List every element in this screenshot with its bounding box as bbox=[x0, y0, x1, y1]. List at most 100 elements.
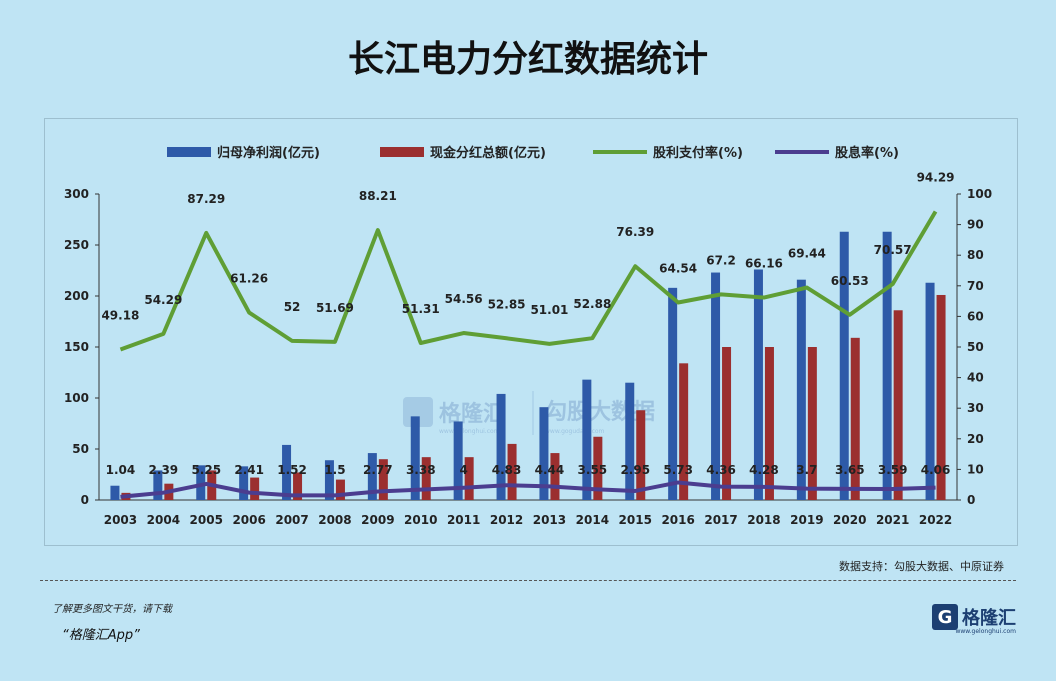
bar-dividend bbox=[421, 457, 431, 500]
bar-dividend bbox=[722, 347, 732, 500]
payout-data-label: 88.21 bbox=[359, 189, 397, 203]
x-tick-label: 2017 bbox=[704, 513, 737, 527]
bar-net-profit bbox=[453, 421, 463, 500]
bar-dividend bbox=[378, 459, 388, 500]
bar-net-profit bbox=[668, 287, 678, 500]
yield-data-label: 1.52 bbox=[277, 463, 307, 477]
bar-dividend bbox=[893, 310, 903, 500]
yield-data-label: 1.5 bbox=[324, 463, 345, 477]
legend-swatch bbox=[380, 147, 424, 157]
payout-data-label: 52 bbox=[284, 300, 301, 314]
x-tick-label: 2014 bbox=[576, 513, 609, 527]
bar-net-profit bbox=[367, 453, 377, 500]
left-tick-label: 0 bbox=[81, 493, 89, 507]
yield-data-label: 2.41 bbox=[234, 463, 264, 477]
yield-data-label: 4.83 bbox=[492, 463, 522, 477]
bar-net-profit bbox=[196, 465, 206, 500]
right-tick-label: 50 bbox=[967, 340, 984, 354]
yield-data-label: 4.06 bbox=[921, 463, 951, 477]
bar-dividend bbox=[807, 347, 817, 500]
right-tick-label: 90 bbox=[967, 218, 984, 232]
yield-data-label: 5.25 bbox=[191, 463, 221, 477]
x-tick-label: 2020 bbox=[833, 513, 866, 527]
chart-canvas: 格隆汇www.gelonghui.com勾股大数据www.gogudata.co… bbox=[64, 145, 992, 527]
watermark-left-url: www.gelonghui.com bbox=[439, 428, 500, 435]
bar-dividend bbox=[636, 410, 646, 500]
legend-label: 股利支付率(%) bbox=[653, 145, 743, 161]
bar-net-profit bbox=[282, 444, 292, 500]
chart-title: 长江电力分红数据统计 bbox=[347, 39, 708, 80]
bar-dividend bbox=[764, 347, 774, 500]
bar-net-profit bbox=[153, 470, 163, 500]
x-tick-label: 2005 bbox=[190, 513, 223, 527]
x-tick-label: 2022 bbox=[919, 513, 952, 527]
payout-data-label: 54.56 bbox=[445, 292, 483, 306]
right-tick-label: 20 bbox=[967, 432, 984, 446]
right-tick-label: 80 bbox=[967, 248, 984, 262]
legend-label: 现金分红总额(亿元) bbox=[430, 145, 546, 161]
payout-data-label: 54.29 bbox=[144, 293, 182, 307]
brand-url: www.gelonghui.com bbox=[955, 628, 1016, 635]
x-tick-label: 2008 bbox=[318, 513, 351, 527]
payout-data-label: 76.39 bbox=[616, 225, 654, 239]
left-tick-label: 200 bbox=[64, 289, 89, 303]
brand-name: 格隆汇 bbox=[962, 608, 1016, 629]
bar-net-profit bbox=[582, 379, 592, 500]
yield-data-label: 2.77 bbox=[363, 463, 393, 477]
data-source: 数据支持：勾股大数据、中原证券 bbox=[839, 560, 1004, 573]
watermark-logo-icon bbox=[403, 397, 433, 427]
bar-net-profit bbox=[539, 407, 549, 500]
x-tick-label: 2021 bbox=[876, 513, 909, 527]
payout-data-label: 49.18 bbox=[101, 309, 139, 323]
yield-data-label: 4.44 bbox=[535, 463, 565, 477]
bar-net-profit bbox=[839, 231, 849, 500]
bar-dividend bbox=[593, 436, 603, 500]
x-tick-label: 2004 bbox=[147, 513, 180, 527]
legend-label: 股息率(%) bbox=[835, 145, 899, 161]
divider bbox=[40, 580, 1016, 581]
yield-data-label: 2.95 bbox=[620, 463, 650, 477]
bar-dividend bbox=[679, 363, 689, 500]
yield-data-label: 5.73 bbox=[663, 463, 693, 477]
bar-net-profit bbox=[239, 466, 249, 500]
brand-g-icon: G bbox=[932, 604, 958, 630]
x-tick-label: 2006 bbox=[232, 513, 265, 527]
bar-net-profit bbox=[711, 272, 721, 500]
footer-app-name: “格隆汇App” bbox=[62, 628, 140, 643]
yield-data-label: 3.65 bbox=[835, 463, 865, 477]
bar-net-profit bbox=[496, 393, 506, 500]
payout-data-label: 52.85 bbox=[488, 297, 526, 311]
bar-net-profit bbox=[882, 231, 892, 500]
bar-dividend bbox=[464, 457, 474, 500]
bar-dividend bbox=[936, 294, 946, 500]
right-tick-label: 0 bbox=[967, 493, 975, 507]
payout-data-label: 61.26 bbox=[230, 272, 268, 286]
right-tick-label: 100 bbox=[967, 187, 992, 201]
x-tick-label: 2007 bbox=[275, 513, 308, 527]
x-tick-label: 2016 bbox=[661, 513, 694, 527]
payout-data-label: 70.57 bbox=[874, 243, 912, 257]
legend-label: 归母净利润(亿元) bbox=[217, 145, 320, 161]
x-tick-label: 2012 bbox=[490, 513, 523, 527]
right-tick-label: 30 bbox=[967, 401, 984, 415]
bar-dividend bbox=[250, 477, 260, 500]
bar-net-profit bbox=[753, 269, 763, 500]
x-tick-label: 2009 bbox=[361, 513, 394, 527]
brand-logo: G 格隆汇 www.gelonghui.com bbox=[932, 604, 1016, 635]
yield-data-label: 4.28 bbox=[749, 463, 779, 477]
x-tick-label: 2015 bbox=[619, 513, 652, 527]
payout-data-label: 67.2 bbox=[706, 253, 736, 267]
x-tick-label: 2003 bbox=[104, 513, 137, 527]
watermark-left: 格隆汇 bbox=[439, 401, 505, 427]
payout-data-label: 94.29 bbox=[917, 170, 955, 184]
chart-panel: 格隆汇 www.gelonghui.com 勾股大数据 www.gogudata.co… bbox=[44, 118, 1018, 546]
x-tick-label: 2018 bbox=[747, 513, 780, 527]
left-tick-label: 250 bbox=[64, 238, 89, 252]
payout-data-label: 51.31 bbox=[402, 302, 440, 316]
right-tick-label: 60 bbox=[967, 309, 984, 323]
bar-net-profit bbox=[925, 282, 935, 500]
bar-dividend bbox=[850, 337, 860, 500]
left-tick-label: 100 bbox=[64, 391, 89, 405]
payout-data-label: 69.44 bbox=[788, 247, 826, 261]
payout-data-label: 51.69 bbox=[316, 301, 354, 315]
